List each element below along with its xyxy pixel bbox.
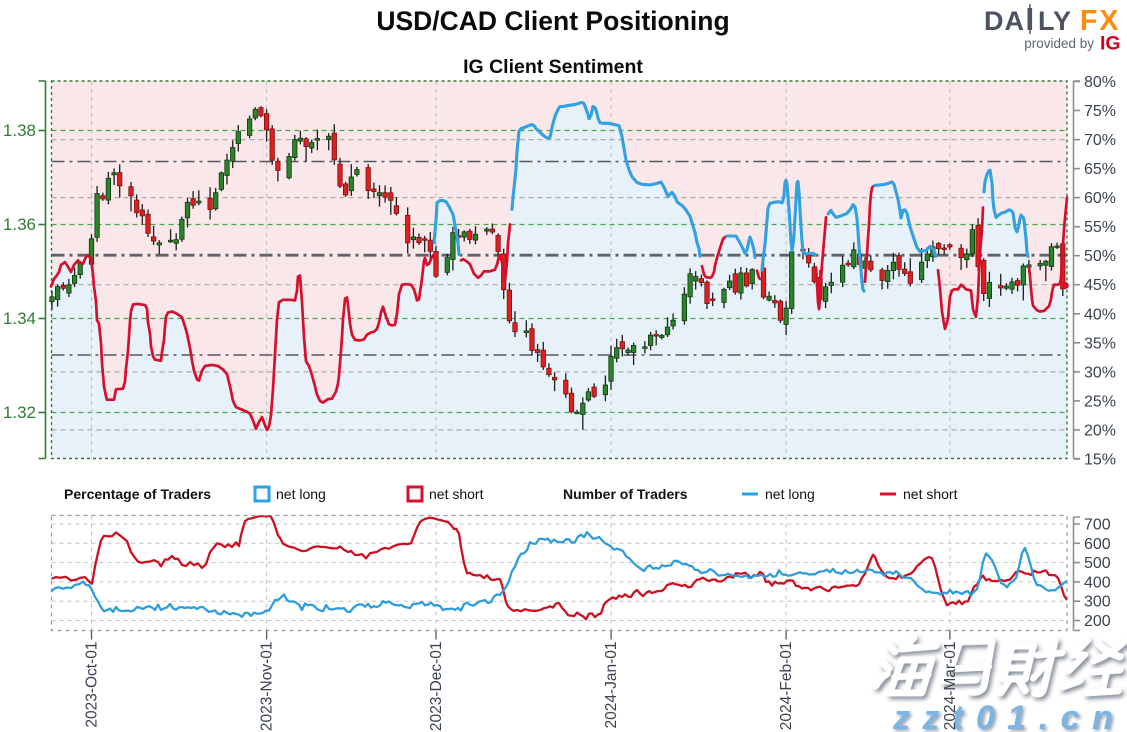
svg-text:1.32: 1.32 xyxy=(3,403,36,422)
svg-text:15%: 15% xyxy=(1084,452,1116,469)
svg-text:USD/CAD Client Positioning: USD/CAD Client Positioning xyxy=(376,6,729,36)
svg-text:200: 200 xyxy=(1084,613,1111,630)
svg-text:55%: 55% xyxy=(1084,219,1116,236)
svg-text:1.38: 1.38 xyxy=(3,121,36,140)
svg-text:500: 500 xyxy=(1084,555,1111,572)
svg-text:net long: net long xyxy=(765,486,815,502)
svg-text:LY: LY xyxy=(1038,6,1072,36)
svg-text:60%: 60% xyxy=(1084,190,1116,207)
svg-text:1.34: 1.34 xyxy=(3,309,36,328)
svg-text:zzt01.cn: zzt01.cn xyxy=(892,699,1125,732)
svg-text:300: 300 xyxy=(1084,594,1111,611)
svg-text:50%: 50% xyxy=(1084,248,1116,265)
svg-text:80%: 80% xyxy=(1084,74,1116,91)
svg-text:Percentage of Traders: Percentage of Traders xyxy=(64,486,211,502)
svg-text:75%: 75% xyxy=(1084,103,1116,120)
svg-text:IG: IG xyxy=(1100,33,1121,55)
svg-text:net long: net long xyxy=(276,486,326,502)
svg-text:35%: 35% xyxy=(1084,335,1116,352)
svg-text:600: 600 xyxy=(1084,536,1111,553)
svg-text:DA: DA xyxy=(984,6,1025,36)
svg-text:70%: 70% xyxy=(1084,132,1116,149)
svg-text:20%: 20% xyxy=(1084,422,1116,439)
svg-text:45%: 45% xyxy=(1084,277,1116,294)
svg-text:2023-Nov-01: 2023-Nov-01 xyxy=(259,642,276,732)
svg-text:provided by: provided by xyxy=(1024,36,1094,51)
svg-text:net short: net short xyxy=(429,486,484,502)
svg-text:400: 400 xyxy=(1084,574,1111,591)
svg-text:Number of Traders: Number of Traders xyxy=(563,486,688,502)
svg-text:FX: FX xyxy=(1080,5,1120,37)
svg-text:2023-Oct-01: 2023-Oct-01 xyxy=(84,642,101,728)
svg-text:net short: net short xyxy=(903,486,958,502)
svg-text:2024-Feb-01: 2024-Feb-01 xyxy=(778,642,795,731)
svg-text:1.36: 1.36 xyxy=(3,215,36,234)
svg-text:25%: 25% xyxy=(1084,393,1116,410)
svg-text:65%: 65% xyxy=(1084,161,1116,178)
svg-text:700: 700 xyxy=(1084,517,1111,534)
svg-text:2023-Dec-01: 2023-Dec-01 xyxy=(428,642,445,732)
svg-text:2024-Jan-01: 2024-Jan-01 xyxy=(603,642,620,729)
svg-text:40%: 40% xyxy=(1084,306,1116,323)
svg-text:IG Client Sentiment: IG Client Sentiment xyxy=(463,56,643,78)
svg-text:30%: 30% xyxy=(1084,364,1116,381)
svg-text:2024-Mar-01: 2024-Mar-01 xyxy=(942,642,959,731)
